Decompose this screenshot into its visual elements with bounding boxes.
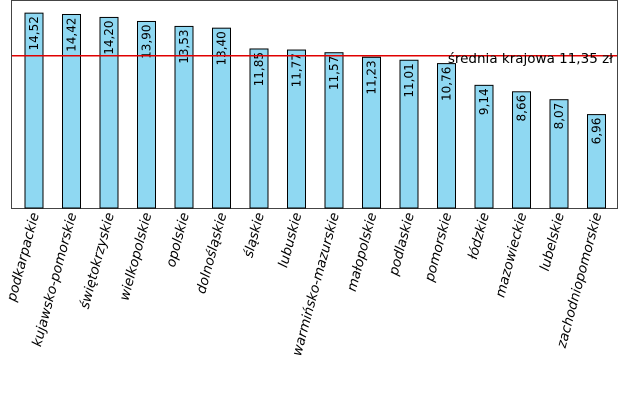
- value-label: 13,90: [140, 24, 154, 58]
- value-label: 8,07: [552, 103, 566, 130]
- category-label: śląskie: [241, 211, 268, 260]
- value-label: 11,23: [365, 60, 379, 94]
- bar-lubelskie: [549, 99, 569, 209]
- category-label: świętokrzyskie: [77, 211, 118, 311]
- bar-dolnośląskie: [212, 27, 231, 209]
- category-label: łódzkie: [465, 211, 493, 261]
- bar-wielkopolskie: [137, 20, 156, 209]
- category-label: wielkopolskie: [117, 211, 156, 302]
- category-label: podkarpackie: [4, 211, 43, 304]
- value-label: 6,96: [590, 118, 604, 145]
- bar-warmińsko-mazurskie: [324, 52, 344, 209]
- category-label: lubelskie: [537, 211, 568, 273]
- bar-łódzkie: [474, 84, 494, 209]
- plot-frame: [11, 0, 618, 209]
- value-label: 13,40: [215, 31, 229, 65]
- value-label: 11,57: [327, 56, 341, 90]
- bar-pomorskie: [437, 63, 456, 209]
- category-labels: podkarpackiekujawsko-pomorskieświętokrzy…: [4, 211, 606, 358]
- bar-mazowieckie: [512, 91, 531, 209]
- category-label: mazowieckie: [492, 211, 530, 299]
- value-label: 13,53: [177, 29, 191, 63]
- bar-lubuskie: [287, 49, 306, 209]
- bar-zachodniopomorskie: [587, 114, 606, 209]
- bar-podkarpackie: [24, 12, 44, 209]
- value-label: 14,52: [27, 16, 41, 50]
- value-label: 11,01: [402, 63, 416, 97]
- bar-śląskie: [249, 48, 269, 209]
- average-line-label: średnia krajowa 11,35 zł: [448, 51, 613, 67]
- value-label: 11,77: [290, 53, 304, 87]
- category-label: pomorskie: [421, 211, 455, 284]
- bar-kujawsko-pomorskie: [62, 13, 81, 209]
- value-label: 11,85: [252, 52, 266, 86]
- bar-podlaskie: [399, 59, 419, 209]
- category-label: opolskie: [163, 211, 193, 269]
- category-label: lubuskie: [275, 211, 305, 270]
- value-label: 14,20: [102, 20, 116, 54]
- value-label: 9,14: [477, 88, 491, 115]
- category-label: podlaskie: [385, 211, 417, 278]
- bar-małopolskie: [362, 56, 381, 209]
- value-label: 14,42: [65, 17, 79, 51]
- category-label: dolnośląskie: [193, 211, 230, 296]
- bar-świętokrzyskie: [99, 16, 119, 209]
- value-label: 8,66: [515, 95, 529, 122]
- value-label: 10,76: [440, 67, 454, 101]
- bars-layer: 14,52 14,42 14,20 13,90 13,53 13,40 11,85 11,77…: [24, 12, 606, 209]
- category-label: małopolskie: [344, 211, 380, 293]
- bar-opolskie: [174, 25, 194, 209]
